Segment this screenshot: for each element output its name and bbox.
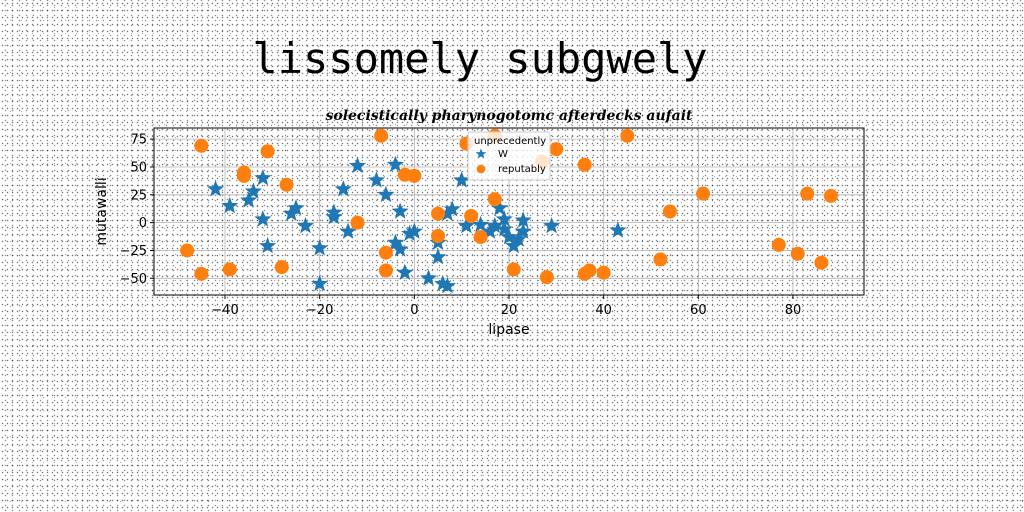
star-point bbox=[377, 186, 394, 202]
x-tick-label: 0 bbox=[410, 303, 418, 318]
circle-point bbox=[194, 139, 208, 153]
star-point bbox=[207, 180, 224, 196]
legend-label: W bbox=[498, 149, 508, 160]
star-point bbox=[420, 269, 437, 285]
circle-point bbox=[237, 169, 251, 183]
y-tick-label: 0 bbox=[139, 216, 147, 231]
circle-point bbox=[223, 262, 237, 276]
star-point bbox=[335, 180, 352, 196]
circle-point bbox=[620, 129, 634, 143]
star-point bbox=[543, 217, 560, 233]
circle-point bbox=[824, 189, 838, 203]
star-point bbox=[297, 217, 314, 233]
legend-title: unprecedently bbox=[474, 136, 546, 147]
y-tick-label: 50 bbox=[130, 160, 147, 175]
legend-label: reputably bbox=[498, 164, 546, 175]
circle-point bbox=[814, 256, 828, 270]
star-point bbox=[254, 210, 271, 226]
circle-point bbox=[379, 246, 393, 260]
x-tick-label: −20 bbox=[306, 303, 333, 318]
y-tick-label: 75 bbox=[130, 133, 147, 148]
circle-point bbox=[791, 247, 805, 261]
circle-point bbox=[280, 178, 294, 192]
x-axis-label: lipase bbox=[488, 322, 529, 338]
y-tick-label: −50 bbox=[120, 272, 147, 287]
circle-point bbox=[540, 270, 554, 284]
star-point bbox=[254, 169, 271, 185]
x-tick-label: 80 bbox=[785, 303, 802, 318]
circle-point bbox=[379, 264, 393, 278]
circle-point bbox=[507, 262, 521, 276]
circle-point bbox=[696, 187, 710, 201]
circle-point bbox=[597, 266, 611, 280]
legend-marker-circle bbox=[477, 165, 486, 174]
x-tick-label: 20 bbox=[501, 303, 518, 318]
circle-point bbox=[351, 216, 365, 230]
circle-point bbox=[800, 187, 814, 201]
circle-point bbox=[549, 142, 563, 156]
star-point bbox=[349, 157, 366, 173]
circle-point bbox=[582, 264, 596, 278]
circle-point bbox=[261, 144, 275, 158]
circle-point bbox=[407, 169, 421, 183]
x-tick-label: 60 bbox=[690, 303, 707, 318]
x-tick-label: −40 bbox=[211, 303, 238, 318]
y-axis-label: mutawalli bbox=[94, 177, 110, 245]
y-tick-label: 25 bbox=[130, 188, 147, 203]
circle-point bbox=[194, 267, 208, 281]
circle-point bbox=[180, 243, 194, 257]
star-point bbox=[609, 221, 626, 237]
y-tick-label: −25 bbox=[120, 244, 147, 259]
circle-point bbox=[772, 238, 786, 252]
star-point bbox=[221, 197, 238, 213]
axis-ticks: −40 −20 0 20 40 60 80 −50 −25 0 25 50 75 bbox=[120, 133, 802, 318]
star-point bbox=[396, 264, 413, 280]
circle-point bbox=[431, 229, 445, 243]
x-tick-label: 40 bbox=[595, 303, 612, 318]
circle-point bbox=[275, 260, 289, 274]
circle-point bbox=[663, 205, 677, 219]
chart-title: solecistically pharynogotomc afterdecks … bbox=[325, 108, 693, 124]
star-point bbox=[368, 171, 385, 187]
circle-point bbox=[474, 230, 488, 244]
circle-point bbox=[431, 207, 445, 221]
circle-point bbox=[488, 192, 502, 206]
circle-point bbox=[578, 158, 592, 172]
circle-point bbox=[374, 129, 388, 143]
star-point bbox=[392, 203, 409, 219]
circle-point bbox=[653, 252, 667, 266]
circle-point bbox=[464, 209, 478, 223]
